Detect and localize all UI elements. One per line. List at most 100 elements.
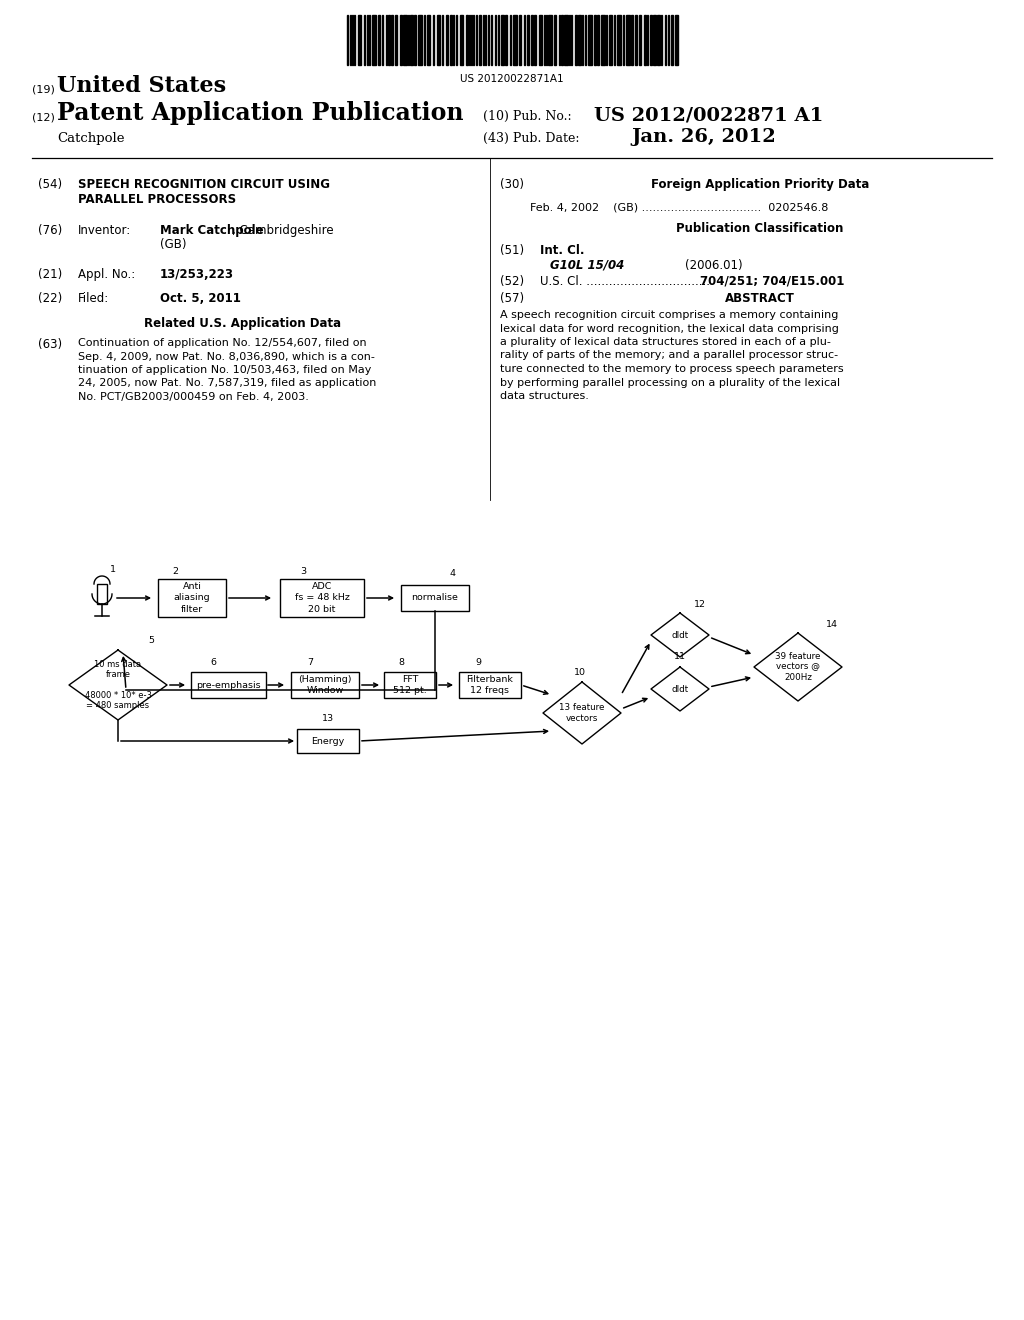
Text: Oct. 5, 2011: Oct. 5, 2011: [160, 292, 241, 305]
Text: 1: 1: [110, 565, 116, 574]
Bar: [391, 15, 393, 65]
Text: (12): (12): [32, 112, 55, 121]
Text: dldt: dldt: [672, 685, 688, 693]
Text: (19): (19): [32, 84, 55, 94]
Bar: [635, 15, 637, 65]
Text: PARALLEL PROCESSORS: PARALLEL PROCESSORS: [78, 193, 237, 206]
Bar: [410, 15, 413, 65]
Text: (52): (52): [500, 275, 524, 288]
Text: rality of parts of the memory; and a parallel processor struc-: rality of parts of the memory; and a par…: [500, 351, 838, 360]
Text: Inventor:: Inventor:: [78, 224, 131, 238]
Text: 2: 2: [172, 568, 178, 576]
Bar: [446, 15, 449, 65]
Text: G10L 15/04: G10L 15/04: [550, 259, 625, 272]
Text: dldt: dldt: [672, 631, 688, 639]
Text: 12: 12: [694, 601, 706, 609]
Text: Mark Catchpole: Mark Catchpole: [160, 224, 263, 238]
Text: Patent Application Publication: Patent Application Publication: [57, 102, 464, 125]
Text: pre-emphasis: pre-emphasis: [196, 681, 260, 689]
Bar: [513, 15, 517, 65]
Bar: [650, 15, 652, 65]
Text: Related U.S. Application Data: Related U.S. Application Data: [144, 317, 342, 330]
Bar: [617, 15, 621, 65]
Bar: [597, 15, 599, 65]
Text: FFT
512 pt.: FFT 512 pt.: [393, 675, 427, 696]
Bar: [644, 15, 646, 65]
Bar: [501, 15, 504, 65]
Text: (76): (76): [38, 224, 62, 238]
Text: 6: 6: [210, 657, 216, 667]
Bar: [401, 585, 469, 611]
Text: Filterbank
12 freqs: Filterbank 12 freqs: [467, 675, 513, 696]
Bar: [190, 672, 265, 698]
Text: Filed:: Filed:: [78, 292, 110, 305]
Text: 10: 10: [574, 668, 586, 677]
Text: 7: 7: [307, 657, 313, 667]
Bar: [450, 15, 452, 65]
Text: 9: 9: [475, 657, 481, 667]
Text: US 2012/0022871 A1: US 2012/0022871 A1: [594, 106, 823, 124]
Text: a plurality of lexical data structures stored in each of a plu-: a plurality of lexical data structures s…: [500, 337, 830, 347]
Bar: [639, 15, 641, 65]
Text: ABSTRACT: ABSTRACT: [725, 292, 795, 305]
Text: (43) Pub. Date:: (43) Pub. Date:: [483, 132, 580, 145]
Bar: [297, 729, 359, 752]
Text: (21): (21): [38, 268, 62, 281]
Bar: [97, 583, 106, 605]
Bar: [609, 15, 612, 65]
Bar: [505, 15, 507, 65]
Bar: [280, 579, 364, 616]
Text: Continuation of application No. 12/554,607, filed on: Continuation of application No. 12/554,6…: [78, 338, 367, 348]
Bar: [414, 15, 416, 65]
Text: (Hamming)
Window: (Hamming) Window: [298, 675, 352, 696]
Text: (2006.01): (2006.01): [685, 259, 742, 272]
Text: Feb. 4, 2002    (GB) .................................  0202546.8: Feb. 4, 2002 (GB) ......................…: [530, 202, 828, 213]
Bar: [372, 15, 376, 65]
Bar: [395, 15, 397, 65]
Bar: [564, 15, 568, 65]
Bar: [519, 15, 521, 65]
Text: 8: 8: [398, 657, 404, 667]
Bar: [388, 15, 390, 65]
Text: 24, 2005, now Pat. No. 7,587,319, filed as application: 24, 2005, now Pat. No. 7,587,319, filed …: [78, 379, 377, 388]
Text: normalise: normalise: [412, 594, 459, 602]
Bar: [554, 15, 556, 65]
Bar: [400, 15, 402, 65]
Text: , Cambridgeshire: , Cambridgeshire: [232, 224, 334, 238]
Text: ADC
fs = 48 kHz
20 bit: ADC fs = 48 kHz 20 bit: [295, 582, 349, 614]
Text: 4: 4: [449, 569, 455, 578]
Text: Catchpole: Catchpole: [57, 132, 125, 145]
Bar: [479, 15, 481, 65]
Bar: [631, 15, 633, 65]
Text: 704/251; 704/E15.001: 704/251; 704/E15.001: [700, 275, 845, 288]
Bar: [675, 15, 678, 65]
Text: 13 feature
vectors: 13 feature vectors: [559, 704, 605, 723]
Text: 13/253,223: 13/253,223: [160, 268, 234, 281]
Text: ture connected to the memory to process speech parameters: ture connected to the memory to process …: [500, 364, 844, 374]
Bar: [601, 15, 605, 65]
Bar: [578, 15, 581, 65]
Text: 39 feature
vectors @
200Hz: 39 feature vectors @ 200Hz: [775, 652, 820, 682]
Bar: [459, 672, 521, 698]
Bar: [378, 15, 380, 65]
Text: (63): (63): [38, 338, 62, 351]
Text: 11: 11: [674, 652, 686, 661]
Bar: [291, 672, 359, 698]
Bar: [594, 15, 596, 65]
Text: 5: 5: [148, 636, 154, 645]
Text: US 20120022871A1: US 20120022871A1: [460, 74, 564, 84]
Bar: [418, 15, 422, 65]
Text: 13: 13: [322, 714, 334, 723]
Text: 3: 3: [300, 568, 306, 576]
Bar: [427, 15, 430, 65]
Bar: [548, 15, 552, 65]
Text: Int. Cl.: Int. Cl.: [540, 244, 585, 257]
Bar: [671, 15, 673, 65]
Text: Anti
aliasing
filter: Anti aliasing filter: [174, 582, 210, 614]
Text: Foreign Application Priority Data: Foreign Application Priority Data: [651, 178, 869, 191]
Bar: [539, 15, 542, 65]
Text: (54): (54): [38, 178, 62, 191]
Text: Publication Classification: Publication Classification: [676, 222, 844, 235]
Bar: [626, 15, 630, 65]
Bar: [460, 15, 463, 65]
